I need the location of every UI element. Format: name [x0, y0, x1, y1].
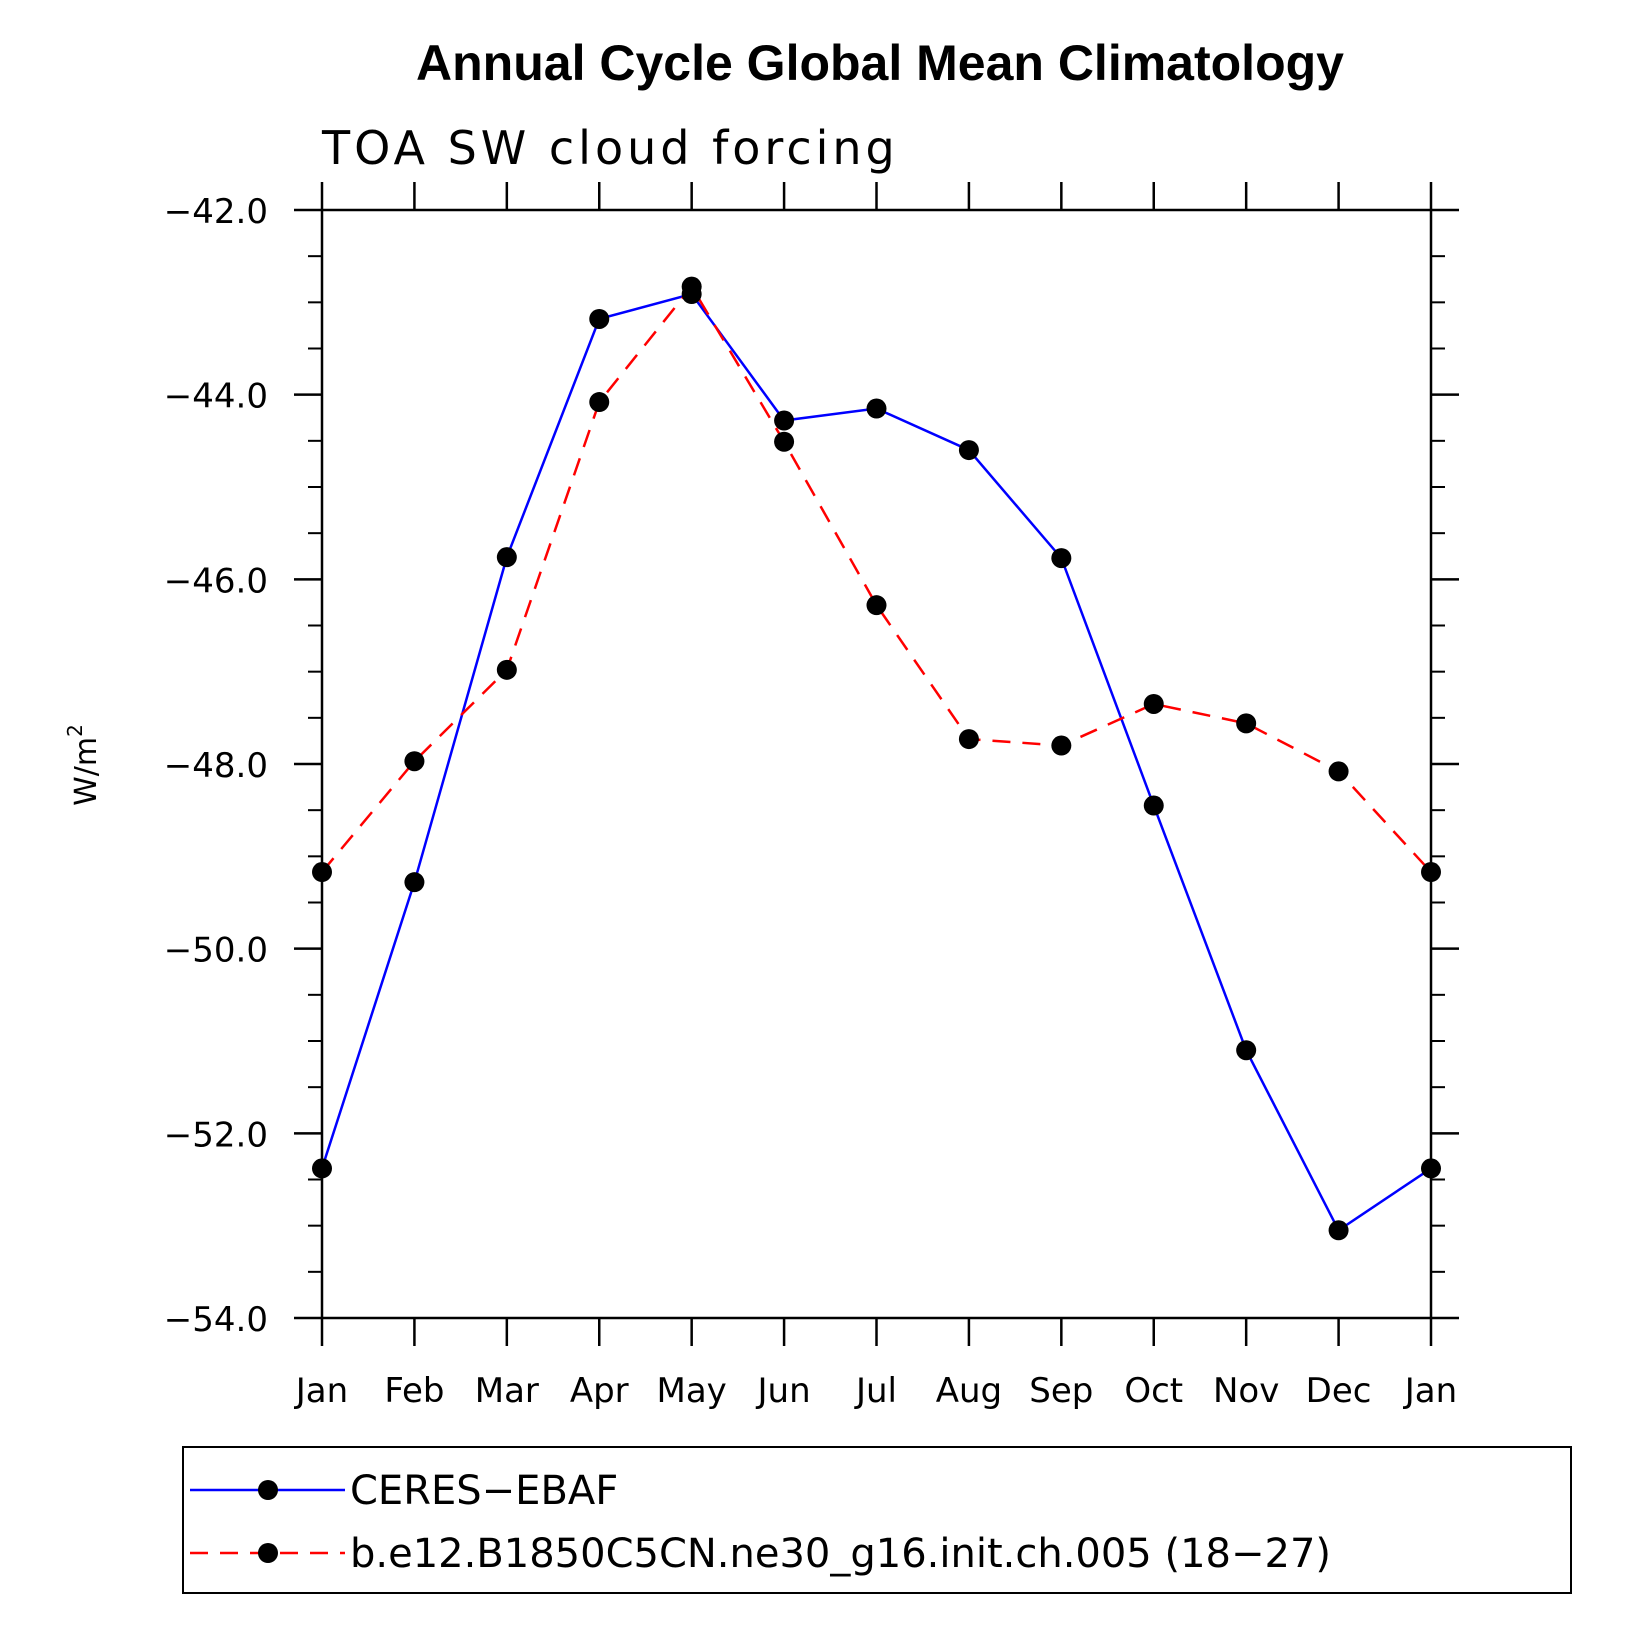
y-tick-label: −46.0 [164, 561, 268, 601]
plot-frame [320, 208, 1433, 1320]
series-2-point [496, 659, 517, 680]
series-2-point [312, 862, 332, 883]
series-2-point [1051, 735, 1072, 756]
y-tick-label: −54.0 [164, 1300, 268, 1340]
series-2-point [866, 595, 887, 616]
legend-marker-2 [258, 1543, 278, 1563]
series-2-point [404, 751, 425, 772]
legend-label-1: CERES−EBAF [350, 1468, 618, 1514]
series-1-point [1328, 1220, 1349, 1241]
x-tick-label: Aug [936, 1371, 1002, 1411]
series-1-point [1051, 548, 1072, 569]
y-tick-label: −52.0 [164, 1115, 268, 1155]
series-2-point [589, 392, 610, 413]
x-tick-label: Sep [1029, 1371, 1093, 1411]
series-1-point [496, 547, 517, 568]
chart-title: Annual Cycle Global Mean Climatology [416, 35, 1344, 91]
x-tick-label: May [657, 1371, 727, 1411]
x-tick-label: Jan [294, 1371, 348, 1411]
y-tick-label: −44.0 [164, 377, 268, 417]
series-2-point [1328, 761, 1349, 782]
series-1-point [866, 398, 887, 419]
series-1-point [774, 410, 795, 431]
x-tick-label: Oct [1124, 1371, 1183, 1411]
chart-subtitle: TOA SW cloud forcing [321, 121, 899, 175]
legend-label-2: b.e12.B1850C5CN.ne30_g16.init.ch.005 (18… [350, 1531, 1331, 1577]
x-tick-label: Feb [384, 1371, 444, 1411]
series-1-point [958, 440, 979, 461]
series-2-point [1143, 693, 1164, 714]
series-1-point [404, 872, 425, 893]
series-1-point [589, 308, 610, 329]
series-1-point [1421, 1158, 1441, 1179]
series-1-point [312, 1158, 332, 1179]
series-2-point [681, 276, 702, 297]
y-label-main: W/m [69, 737, 104, 806]
series-line-1 [320, 292, 1432, 1233]
y-tick-label: −48.0 [164, 746, 268, 786]
series-1-point [1143, 795, 1164, 816]
y-label-superscript: 2 [63, 724, 87, 737]
axis-tick-labels: Jan Feb Mar Apr May Jun Jul Aug Sep Oct Nov Dec Jan−… [164, 192, 1457, 1411]
series-2-point [958, 729, 979, 750]
series-2-point [774, 431, 795, 452]
x-tick-label: Jun [756, 1371, 811, 1411]
x-tick-label: Nov [1213, 1371, 1279, 1411]
x-tick-label: Jul [854, 1371, 897, 1411]
x-tick-label: Apr [570, 1371, 629, 1411]
series-2-point [1421, 862, 1441, 883]
legend-marker-1 [258, 1480, 278, 1500]
x-tick-label: Jan [1403, 1371, 1457, 1411]
legend: CERES−EBAF b.e12.B1850C5CN.ne30_g16.init.… [182, 1446, 1572, 1594]
y-tick-label: −50.0 [164, 931, 268, 971]
y-axis-label: W/m2 [63, 724, 104, 806]
series-2-point [1236, 713, 1257, 734]
y-tick-label: −42.0 [164, 192, 268, 232]
series-layer [312, 276, 1441, 1241]
series-1-point [1236, 1040, 1257, 1061]
axis-ticks [294, 182, 1459, 1346]
legend-box [182, 1446, 1572, 1594]
series-line-2 [321, 284, 1432, 873]
x-tick-label: Dec [1306, 1371, 1372, 1411]
svg-text:W/m2: W/m2 [63, 724, 104, 806]
x-tick-label: Mar [475, 1371, 539, 1411]
